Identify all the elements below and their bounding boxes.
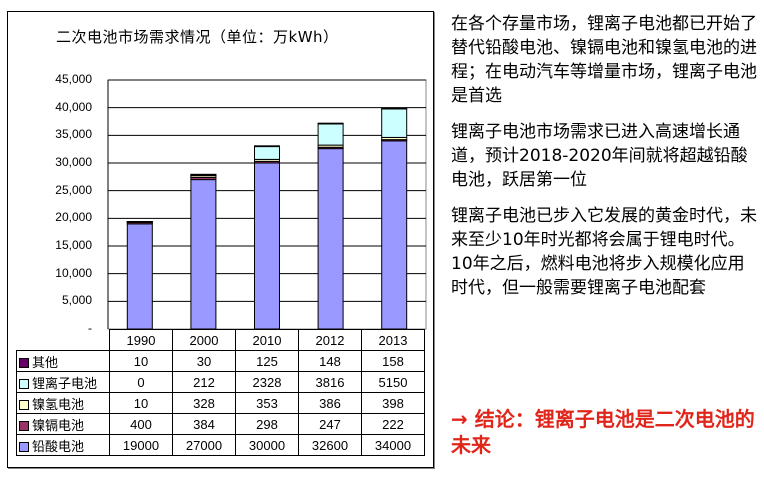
category-label: 2012 [298, 329, 362, 351]
series-name: 其他 [32, 354, 59, 370]
y-tick-label: 5,000 [61, 293, 92, 308]
data-label: 298 [235, 413, 299, 435]
data-label: 30 [172, 350, 236, 372]
series-name: 铅酸电池 [32, 438, 85, 454]
bar-segment [254, 146, 280, 160]
data-label: 353 [235, 392, 299, 414]
category-label: 2010 [235, 329, 299, 351]
data-label: 148 [298, 350, 362, 372]
legend-swatch [19, 379, 29, 390]
table-row: 镍镉电池 400 384 298 247 222 [16, 413, 425, 435]
series-name: 镍氢电池 [32, 396, 85, 412]
y-tick-label: 10,000 [55, 265, 92, 280]
data-label: 19000 [109, 434, 173, 456]
category-label: 1990 [109, 329, 173, 351]
series-name: 锂离子电池 [32, 375, 98, 391]
data-label: 328 [172, 392, 236, 414]
data-label: 398 [361, 392, 425, 414]
data-label: 212 [172, 371, 236, 393]
data-label: 0 [109, 371, 173, 393]
data-label: 222 [361, 413, 425, 435]
bar-segment [317, 122, 344, 125]
data-label: 158 [361, 350, 425, 372]
bar-segment [317, 148, 344, 330]
legend-swatch [19, 358, 29, 369]
bar-segment [190, 179, 217, 330]
bar-segment [381, 140, 408, 330]
conclusion: → 结论：锂离子电池是二次电池的未来 [451, 407, 755, 457]
data-label: 5150 [361, 371, 425, 393]
y-tick-label: 25,000 [55, 182, 92, 197]
bar-segment [126, 221, 153, 223]
data-table: 1990 2000 2010 2012 2013 其他 10 30 125 148 158 锂离子电池… [16, 329, 425, 456]
data-label: 3816 [298, 371, 362, 393]
table-row: 其他 10 30 125 148 158 [16, 350, 425, 372]
paragraph-3: 锂离子电池已步入它发展的黄金时代，未来至少10年时光都将会属于锂电时代。10年之… [451, 206, 757, 298]
data-label: 247 [298, 413, 362, 435]
y-tick-label: 45,000 [55, 72, 92, 86]
legend-swatch [19, 442, 29, 453]
table-row: 铅酸电池 19000 27000 30000 32600 34000 [16, 434, 425, 456]
data-label: 10 [109, 350, 173, 372]
bar-segment [126, 223, 153, 330]
category-label: 2000 [172, 329, 236, 351]
data-label: 32600 [298, 434, 362, 456]
data-label: 386 [298, 392, 362, 414]
legend-swatch [19, 400, 29, 411]
bar-segment [254, 145, 280, 148]
y-tick-label: - [88, 321, 92, 335]
y-tick-label: 30,000 [55, 155, 92, 169]
data-label: 125 [235, 350, 299, 372]
paragraph-1: 在各个存量市场，锂离子电池都已开始了替代铅酸电池、镍镉电池和镍氢电池的进程；在电… [451, 14, 757, 106]
data-label: 2328 [235, 371, 299, 393]
y-tick-label: 20,000 [55, 210, 92, 225]
bar-segment [381, 107, 408, 110]
right-text: 在各个存量市场，锂离子电池都已开始了替代铅酸电池、镍镉电池和镍氢电池的进程；在电… [451, 12, 761, 312]
category-label: 2013 [361, 329, 425, 351]
paragraph-2: 锂离子电池市场需求已进入高速增长通道，预计2018-2020年间就将超越铅酸电池… [451, 122, 748, 190]
data-label: 30000 [235, 434, 299, 456]
table-row: 镍氢电池 10 328 353 386 398 [16, 392, 425, 414]
y-tick-label: 15,000 [55, 238, 92, 252]
data-label: 34000 [361, 434, 425, 456]
legend-swatch [19, 421, 29, 432]
chart-container [7, 11, 434, 468]
bar-segment [254, 162, 280, 330]
data-label: 400 [109, 413, 173, 435]
data-label: 27000 [172, 434, 236, 456]
data-label: 10 [109, 392, 173, 414]
bar-segment [317, 123, 344, 146]
bar-segment [381, 108, 408, 138]
y-tick-label: 40,000 [55, 99, 92, 114]
data-label: 384 [172, 413, 236, 435]
chart-title: 二次电池市场需求情况（单位：万kWh） [56, 28, 339, 46]
bar-segment [190, 173, 217, 176]
table-row: 锂离子电池 0 212 2328 3816 5150 [16, 371, 425, 393]
series-name: 镍镉电池 [32, 417, 85, 433]
y-tick-label: 35,000 [55, 127, 92, 142]
